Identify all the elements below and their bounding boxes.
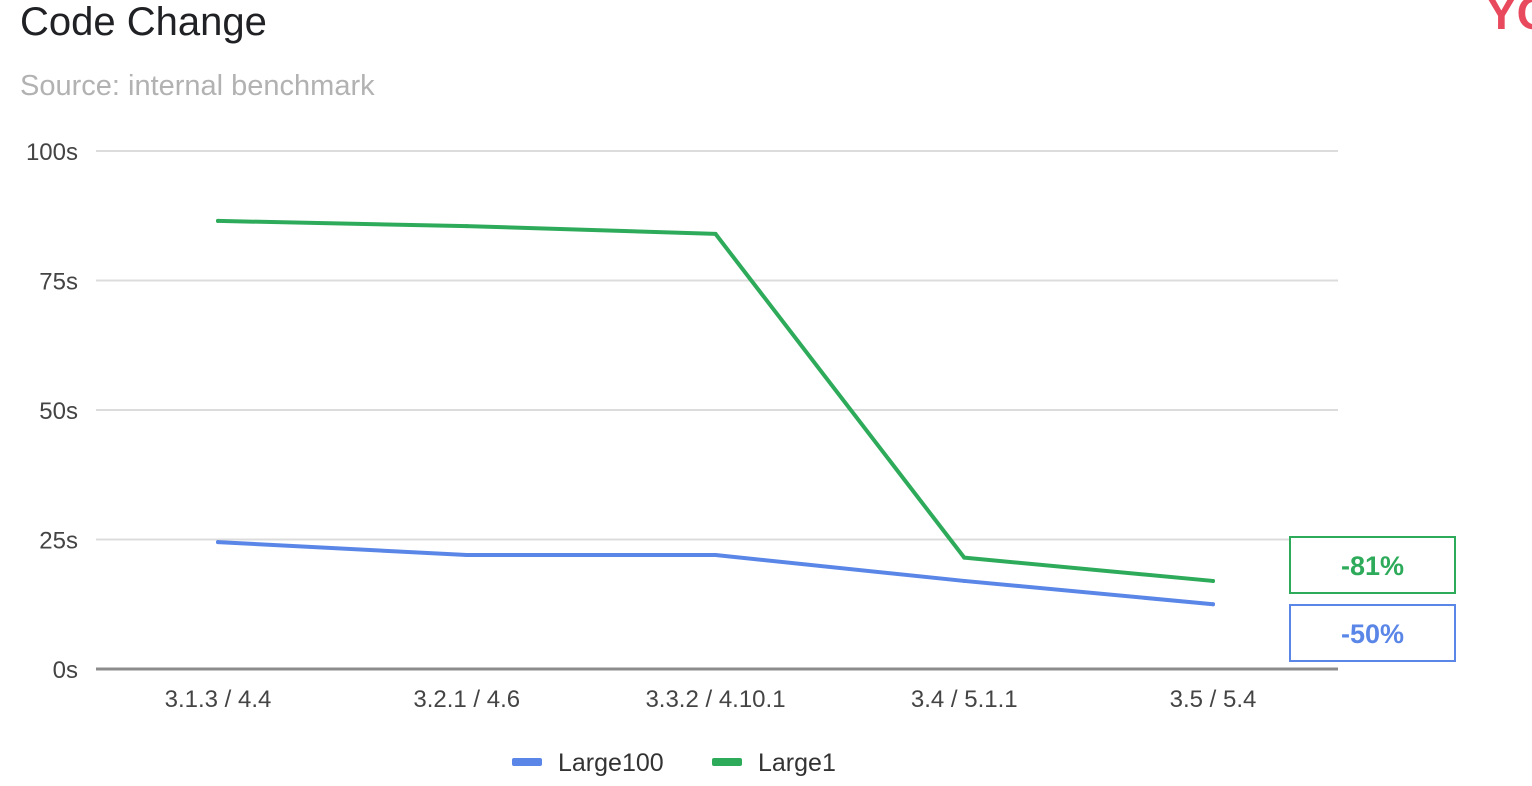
data-point-large1 [464,224,469,229]
legend: Large100 Large1 [512,749,836,777]
series-line-large100 [216,540,1215,607]
y-tick-label: 50s [39,398,78,425]
annotation-box [1289,536,1456,594]
y-tick-label: 100s [26,139,78,166]
x-tick-label: 3.3.2 / 4.10.1 [645,686,785,713]
corner-logo-fragment: YO [1486,0,1532,39]
gridlines [96,150,1338,671]
legend-swatch-large1 [712,758,742,766]
data-point-large100 [1211,602,1215,607]
annotation-label: -50% [1341,619,1404,649]
x-tick-label: 3.4 / 5.1.1 [911,686,1018,713]
chart-title: Code Change [20,0,267,44]
x-tick-label: 3.5 / 5.4 [1170,686,1257,713]
data-point-large100 [713,553,718,558]
data-point-large1 [216,218,220,223]
x-axis-ticks: 3.1.3 / 4.4 3.2.1 / 4.6 3.3.2 / 4.10.1 3.4 … [165,686,1257,713]
x-tick-label: 3.1.3 / 4.4 [165,686,272,713]
data-point-large1 [962,555,967,560]
annotations: -81% -50% [1289,536,1456,662]
y-tick-label: 75s [39,269,78,296]
legend-label: Large100 [558,749,664,777]
annotation-label: -81% [1341,551,1404,581]
data-point-large100 [962,578,967,583]
data-point-large1 [713,231,718,236]
x-tick-label: 3.2.1 / 4.6 [413,686,520,713]
series-line-large1 [216,218,1215,583]
y-tick-label: 0s [53,657,78,684]
data-point-large1 [1211,578,1215,583]
series-lines [216,218,1215,607]
y-axis-ticks: 0s 25s 50s 75s 100s [26,139,78,684]
annotation-box [1289,604,1456,662]
data-point-large100 [464,553,469,558]
data-point-large100 [216,540,220,545]
legend-label: Large1 [758,749,836,777]
y-tick-label: 25s [39,528,78,555]
legend-swatch-large100 [512,758,542,766]
chart-subtitle: Source: internal benchmark [20,70,375,102]
